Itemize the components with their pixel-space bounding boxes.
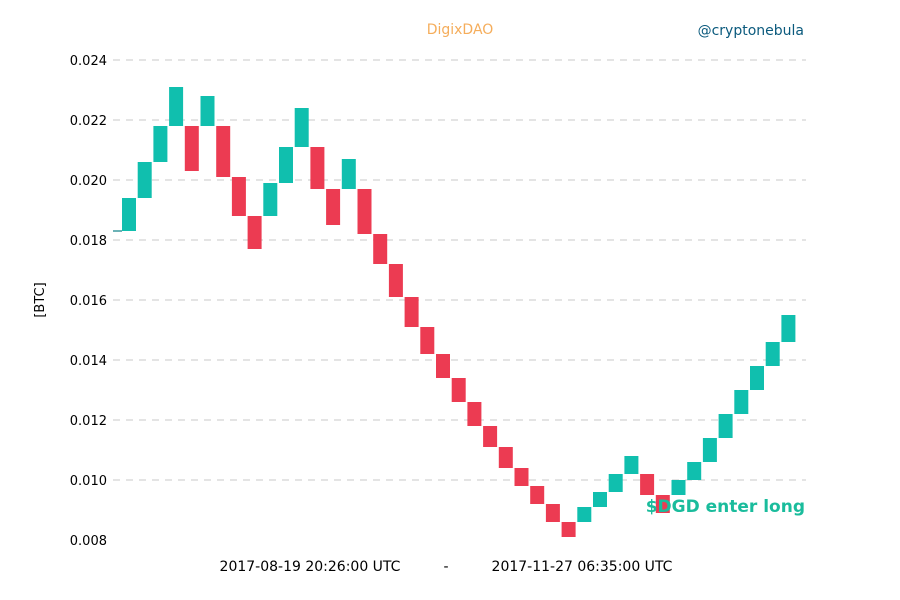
- brick-up: [200, 96, 215, 126]
- brick-down: [545, 504, 560, 522]
- signal-annotation: $DGD enter long: [646, 497, 805, 517]
- y-tick-label: 0.024: [70, 54, 107, 69]
- brick-up: [341, 159, 356, 189]
- brick-up: [702, 438, 717, 462]
- brick-up: [279, 147, 293, 183]
- author-handle: @cryptonebula: [698, 23, 804, 39]
- y-axis-label: [BTC]: [33, 282, 48, 317]
- brick-down: [216, 126, 231, 177]
- y-tick-label: 0.020: [70, 174, 107, 189]
- y-tick-label: 0.012: [70, 414, 107, 429]
- brick-down: [231, 177, 246, 216]
- brick-down: [326, 189, 341, 225]
- brick-up: [750, 366, 764, 390]
- brick-down: [436, 354, 450, 378]
- brick-down: [184, 126, 199, 171]
- brick-up: [671, 480, 686, 495]
- brick-up: [624, 456, 639, 474]
- brick-down: [247, 216, 262, 249]
- brick-up: [294, 108, 309, 147]
- brick-down: [655, 495, 670, 513]
- brick-up: [718, 414, 733, 438]
- renko-bricks: [113, 87, 796, 537]
- brick-down: [388, 264, 403, 297]
- brick-down: [498, 447, 513, 468]
- brick-down: [451, 378, 466, 402]
- brick-down: [420, 327, 435, 354]
- brick-up: [593, 492, 607, 507]
- brick-up: [734, 390, 749, 414]
- brick-up: [608, 474, 623, 492]
- brick-down: [514, 468, 529, 486]
- y-tick-label: 0.014: [70, 354, 107, 369]
- y-tick-label: 0.016: [70, 294, 107, 309]
- brick-down: [561, 522, 576, 537]
- y-tick-label: 0.018: [70, 234, 107, 249]
- brick-down: [467, 402, 482, 426]
- brick-up: [137, 162, 152, 198]
- date-range-separator: -: [443, 559, 448, 575]
- y-axis-ticks: 0.008 0.010 0.012 0.014 0.016 0.018 0.020 0.022…: [70, 54, 107, 549]
- y-tick-label: 0.010: [70, 474, 107, 489]
- brick-up: [263, 183, 278, 216]
- brick-down: [357, 189, 372, 234]
- chart-title: DigixDAO: [427, 22, 494, 38]
- brick-up: [765, 342, 780, 366]
- brick-up: [781, 315, 796, 342]
- brick-down: [483, 426, 498, 447]
- date-range-start: 2017-08-19 20:26:00 UTC: [220, 559, 401, 575]
- brick-down: [640, 474, 655, 495]
- brick-up: [577, 507, 592, 522]
- brick-up: [169, 87, 184, 126]
- brick-up: [122, 198, 136, 231]
- brick-down: [530, 486, 545, 504]
- brick-down: [310, 147, 325, 189]
- brick-up: [687, 462, 702, 480]
- gridlines: [113, 59, 806, 481]
- brick-down: [373, 234, 388, 264]
- y-tick-label: 0.022: [70, 114, 107, 129]
- brick-up: [153, 126, 168, 162]
- brick-down: [404, 297, 419, 327]
- date-range-end: 2017-11-27 06:35:00 UTC: [492, 559, 673, 575]
- y-tick-label: 0.008: [70, 534, 107, 549]
